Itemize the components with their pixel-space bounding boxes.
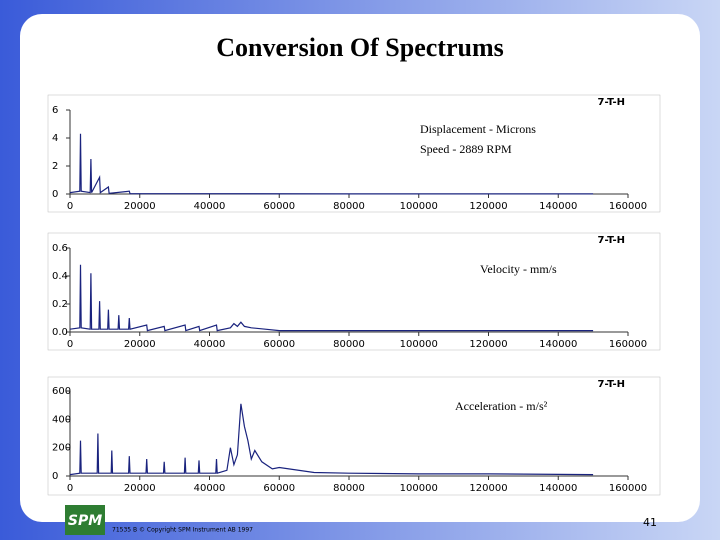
chart-label: 7-T-H <box>597 379 625 390</box>
spectrum-line <box>69 133 594 195</box>
x-tick-label: 20000 <box>124 483 156 494</box>
logo-box <box>65 505 105 535</box>
y-tick-label: 6 <box>52 105 58 116</box>
y-tick-label: 400 <box>52 414 71 425</box>
annotation: Displacement - Microns <box>420 122 536 136</box>
chart-frame <box>47 376 661 496</box>
x-tick-label: 40000 <box>194 339 226 350</box>
x-tick-label: 60000 <box>263 339 295 350</box>
x-tick-label: 160000 <box>609 201 647 212</box>
chart-frame <box>47 94 661 213</box>
y-tick-label: 4 <box>52 133 58 144</box>
y-tick-label: 200 <box>52 443 71 454</box>
x-tick-label: 120000 <box>469 201 507 212</box>
x-tick-label: 80000 <box>333 339 365 350</box>
x-tick-label: 140000 <box>539 201 577 212</box>
y-tick-label: 0.4 <box>52 271 68 282</box>
x-tick-label: 60000 <box>263 483 295 494</box>
x-tick-label: 160000 <box>609 339 647 350</box>
spectrum-line <box>69 264 594 332</box>
x-tick-label: 40000 <box>194 201 226 212</box>
x-tick-label: 100000 <box>400 339 438 350</box>
x-tick-label: 160000 <box>609 483 647 494</box>
y-tick-label: 0 <box>52 471 58 482</box>
x-tick-label: 120000 <box>469 483 507 494</box>
chart-label: 7-T-H <box>597 235 625 246</box>
x-tick-label: 0 <box>67 339 73 350</box>
x-tick-label: 20000 <box>124 201 156 212</box>
x-tick-label: 80000 <box>333 201 365 212</box>
footer: 71535 B © Copyright SPM Instrument AB 19… <box>112 527 253 534</box>
y-tick-label: 0.6 <box>52 243 68 254</box>
x-tick-label: 40000 <box>194 483 226 494</box>
y-tick-label: 0.2 <box>52 299 68 310</box>
x-tick-label: 80000 <box>333 483 365 494</box>
page-number: 41 <box>643 516 657 529</box>
annotation: Speed - 2889 RPM <box>420 142 512 156</box>
y-tick-label: 2 <box>52 161 58 172</box>
x-tick-label: 120000 <box>469 339 507 350</box>
y-tick-label: 0.0 <box>52 327 68 338</box>
x-tick-label: 100000 <box>400 483 438 494</box>
x-tick-label: 140000 <box>539 339 577 350</box>
annotation: Velocity - mm/s <box>480 262 557 276</box>
spectrum-line <box>69 403 594 476</box>
x-tick-label: 140000 <box>539 483 577 494</box>
slide-title: Conversion Of Spectrums <box>216 33 503 62</box>
x-tick-label: 60000 <box>263 201 295 212</box>
x-tick-label: 100000 <box>400 201 438 212</box>
logo: SPM <box>68 513 102 529</box>
x-tick-label: 0 <box>67 201 73 212</box>
annotation: Acceleration - m/s² <box>455 399 548 413</box>
y-tick-label: 0 <box>52 189 58 200</box>
x-tick-label: 20000 <box>124 339 156 350</box>
x-tick-label: 0 <box>67 483 73 494</box>
y-tick-label: 600 <box>52 386 71 397</box>
chart-label: 7-T-H <box>597 97 625 108</box>
